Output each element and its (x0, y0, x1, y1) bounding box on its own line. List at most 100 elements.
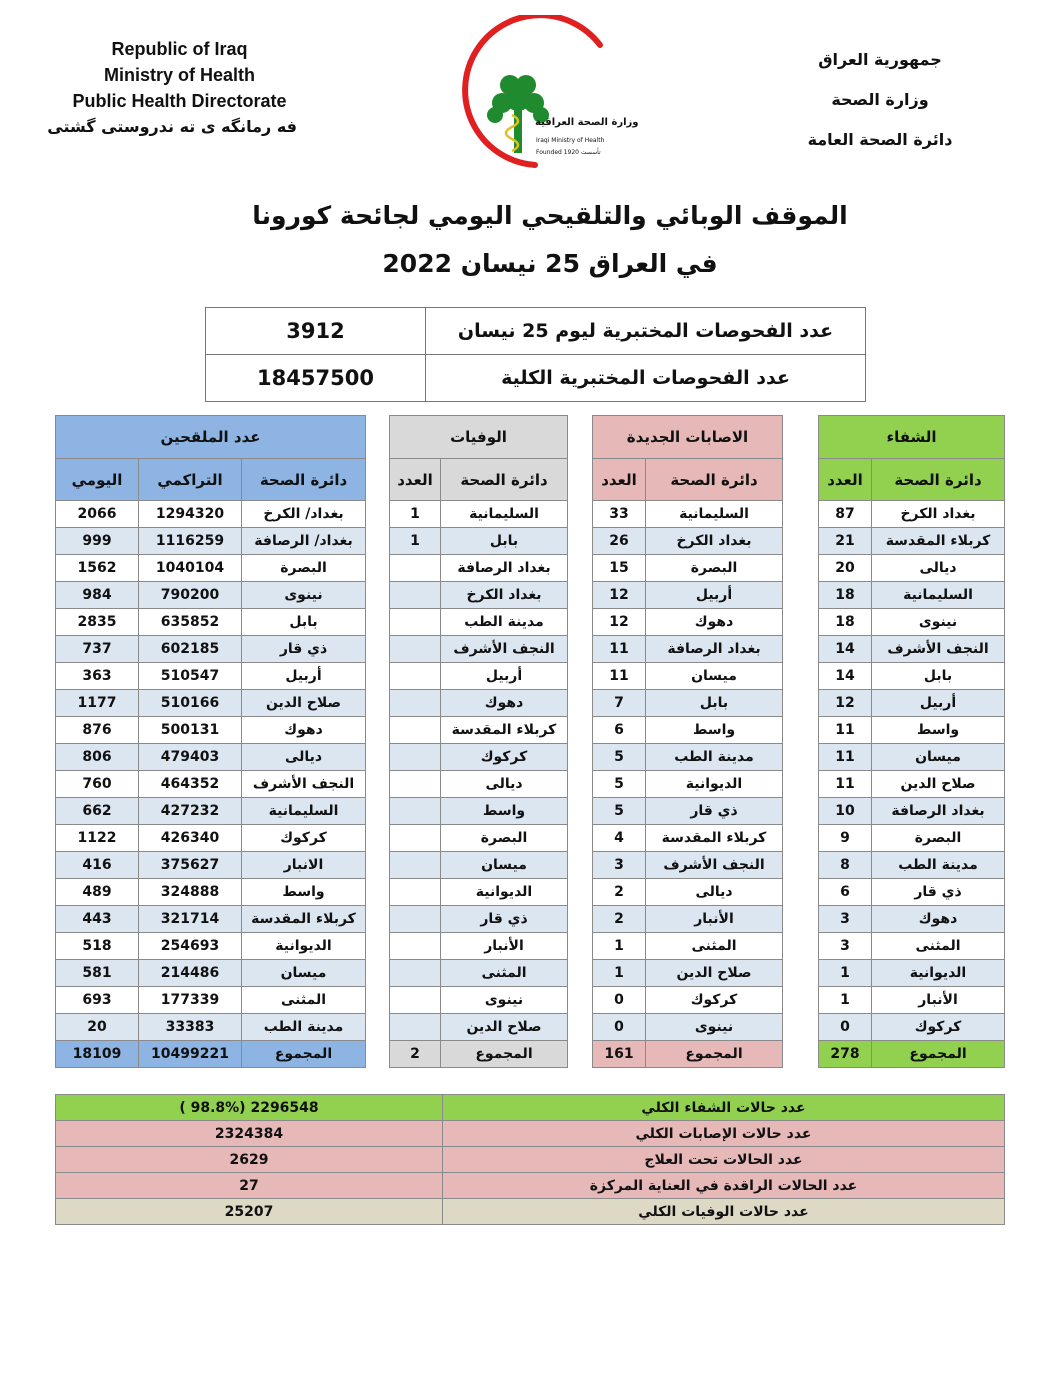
cell-v-daily: 693 (55, 986, 139, 1014)
cell-v-dir: الانبار (241, 851, 366, 879)
col-header-cumulative: التراكمي (138, 458, 242, 501)
cell-v-cum: 427232 (138, 797, 242, 825)
cell-r-dir: ديالى (870, 554, 1006, 582)
cell-v-dir: أربيل (241, 662, 366, 690)
cell-r-dir: دهوك (870, 905, 1006, 933)
cell-d-count (389, 554, 441, 582)
spacer (365, 932, 390, 960)
cell-d-count (389, 608, 441, 636)
col-header-count: العدد (592, 458, 646, 501)
cases-group-header: الاصابات الجديدة (592, 415, 783, 459)
col-header-count: العدد (818, 458, 872, 501)
table-row: 443 321714 كربلاء المقدسة ذي قار 2 الأنبار 3 ده… (55, 905, 1006, 933)
spacer (567, 415, 593, 459)
spacer (782, 689, 819, 717)
spacer (365, 770, 390, 798)
cell-d-dir: نينوى (440, 986, 568, 1014)
cell-r-count: 9 (818, 824, 872, 852)
cell-r-dir: صلاح الدين (870, 770, 1006, 798)
cell-v-dir: البصرة (241, 554, 366, 582)
cell-v-daily: 416 (55, 851, 139, 879)
cell-v-dir: النجف الأشرف (241, 770, 366, 798)
spacer (782, 824, 819, 852)
total-value: 18109 (55, 1040, 139, 1068)
cell-c-count: 11 (592, 635, 646, 663)
spacer (567, 1013, 593, 1041)
spacer (567, 716, 593, 744)
table-row: 363 510547 أربيل أربيل 11 ميسان 14 بابل (55, 662, 1006, 690)
total-value: 10499221 (138, 1040, 242, 1068)
tests-daily-label: عدد الفحوصات المختبرية ليوم 25 نيسان (425, 307, 866, 355)
title-line-2: في العراق 25 نيسان 2022 (382, 249, 718, 278)
cell-v-cum: 375627 (138, 851, 242, 879)
cell-r-dir: بغداد الكرخ (870, 500, 1006, 528)
col-header-daily: اليومي (55, 458, 139, 501)
spacer (567, 905, 593, 933)
spacer (782, 878, 819, 906)
cell-d-dir: واسط (440, 797, 568, 825)
spacer (567, 1040, 593, 1068)
spacer (567, 878, 593, 906)
table-row: 876 500131 دهوك كربلاء المقدسة 6 واسط 11 واسط (55, 716, 1006, 744)
summary-row: ( 98.8%) 2296548 عدد حالات الشفاء الكلي (55, 1094, 1005, 1121)
table-row: 806 479403 ديالى كركوك 5 مدينة الطب 11 ميسان (55, 743, 1006, 771)
cell-d-dir: أربيل (440, 662, 568, 690)
spacer (365, 986, 390, 1014)
summary-value: 25207 (55, 1198, 443, 1225)
spacer (782, 743, 819, 771)
summary-row: 2324384 عدد حالات الإصابات الكلي (55, 1120, 1005, 1147)
cell-d-dir: النجف الأشرف (440, 635, 568, 663)
lab-tests-table: 3912 عدد الفحوصات المختبرية ليوم 25 نيسا… (205, 307, 866, 402)
cell-c-count: 3 (592, 851, 646, 879)
cell-r-count: 8 (818, 851, 872, 879)
logo-text-ar: وزارة الصحة العراقية (535, 117, 639, 128)
table-row: 489 324888 واسط الديوانية 2 ديالى 6 ذي قار (55, 878, 1006, 906)
cell-d-dir: البصرة (440, 824, 568, 852)
cell-v-dir: الديوانية (241, 932, 366, 960)
cell-r-dir: النجف الأشرف (870, 635, 1006, 663)
spacer (782, 905, 819, 933)
cell-d-count (389, 1013, 441, 1041)
cell-v-cum: 177339 (138, 986, 242, 1014)
spacer (365, 878, 390, 906)
cell-v-dir: ديالى (241, 743, 366, 771)
cell-c-dir: مدينة الطب (645, 743, 783, 771)
summary-value: 27 (55, 1172, 443, 1199)
cell-v-daily: 806 (55, 743, 139, 771)
cell-v-daily: 662 (55, 797, 139, 825)
cell-r-count: 18 (818, 581, 872, 609)
cell-r-dir: الديوانية (870, 959, 1006, 987)
spacer (782, 716, 819, 744)
table-row: 518 254693 الديوانية الأنبار 1 المثنى 3 المثنى (55, 932, 1006, 960)
table-row: 2066 1294320 بغداد/ الكرخ 1 السليمانية 33 السل… (55, 500, 1006, 528)
cell-d-dir: الأنبار (440, 932, 568, 960)
spacer (365, 959, 390, 987)
spacer (782, 581, 819, 609)
spacer (567, 554, 593, 582)
tests-total-label: عدد الفحوصات المختبرية الكلية (425, 354, 866, 402)
cell-r-dir: المثنى (870, 932, 1006, 960)
cell-r-dir: ميسان (870, 743, 1006, 771)
cell-c-dir: نينوى (645, 1013, 783, 1041)
summary-row: 2629 عدد الحالات تحت العلاج (55, 1146, 1005, 1173)
table-row: 662 427232 السليمانية واسط 5 ذي قار 10 بغداد ال… (55, 797, 1006, 825)
spacer (567, 581, 593, 609)
cell-c-dir: واسط (645, 716, 783, 744)
cell-v-cum: 510547 (138, 662, 242, 690)
cell-v-dir: بغداد/ الكرخ (241, 500, 366, 528)
cell-d-dir: دهوك (440, 689, 568, 717)
cell-v-daily: 363 (55, 662, 139, 690)
cell-c-dir: ديالى (645, 878, 783, 906)
table-row: 984 790200 نينوى بغداد الكرخ 12 أربيل 18 السليم… (55, 581, 1006, 609)
table-row: 2835 635852 بابل مدينة الطب 12 دهوك 18 نينوى (55, 608, 1006, 636)
spacer (365, 554, 390, 582)
cell-c-count: 1 (592, 932, 646, 960)
spacer (567, 743, 593, 771)
tests-total-value: 18457500 (205, 354, 426, 402)
cell-d-count: 1 (389, 527, 441, 555)
cell-v-cum: 214486 (138, 959, 242, 987)
spacer (782, 770, 819, 798)
cell-v-daily: 443 (55, 905, 139, 933)
cell-v-daily: 760 (55, 770, 139, 798)
cell-v-cum: 464352 (138, 770, 242, 798)
